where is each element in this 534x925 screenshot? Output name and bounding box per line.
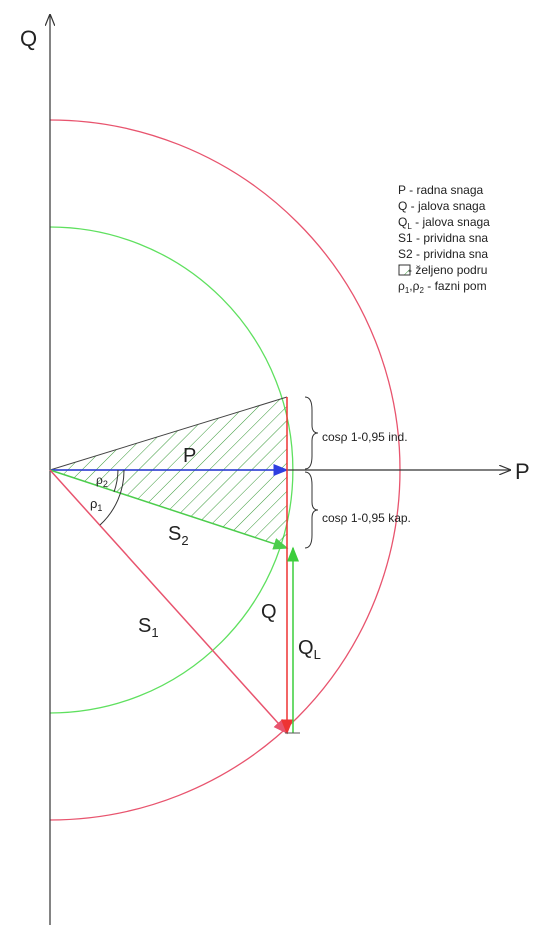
text-part: Q — [398, 199, 407, 213]
text-part: Q — [398, 215, 407, 229]
legend-item: - željeno podru — [408, 263, 487, 277]
text-part: - prividna sna — [413, 247, 489, 261]
text-part: S2 — [398, 247, 413, 261]
q-label: Q — [261, 601, 277, 623]
text-part: ,ρ — [409, 279, 419, 293]
legend-item: ρ1,ρ2 - fazni pom — [398, 279, 487, 295]
text-part: - jalova snaga — [412, 215, 490, 229]
legend: P - radna snaga Q - jalova snaga QL - ja… — [398, 183, 490, 295]
rho1-main: ρ — [90, 496, 97, 511]
s1-sub: 1 — [151, 625, 158, 640]
rho2-sub: 2 — [103, 479, 108, 489]
s1-label: S1 — [138, 615, 159, 640]
legend-item: QL - jalova snaga — [398, 215, 490, 231]
text-part: L — [407, 222, 412, 231]
legend-item: P - radna snaga — [398, 183, 484, 197]
brace-ind — [304, 396, 319, 470]
legend-item: S1 - prividna sna — [398, 231, 488, 245]
kap-label: cosρ 1-0,95 kap. — [322, 511, 411, 525]
text-part: P — [398, 183, 406, 197]
rho1-sub: 1 — [97, 503, 102, 513]
text-part: 1 — [405, 286, 410, 295]
text-part: 2 — [419, 286, 424, 295]
p-axis-label: P — [515, 459, 530, 484]
text-part: - prividna sna — [413, 231, 489, 245]
text-part: - fazni pom — [424, 279, 487, 293]
s2-sub: 2 — [181, 533, 188, 548]
legend-item: Q - jalova snaga — [398, 199, 486, 213]
rho2-label: ρ2 — [96, 473, 108, 489]
rho1-label: ρ1 — [90, 496, 102, 513]
text-part: S1 — [398, 231, 413, 245]
text-part: ρ — [398, 279, 405, 293]
p-label: P — [183, 445, 196, 467]
ql-label: QL — [298, 637, 321, 662]
text-part: - željeno podru — [408, 263, 487, 277]
ind-label: cosρ 1-0,95 ind. — [322, 430, 408, 444]
text-part: - jalova snaga — [407, 199, 485, 213]
brace-kap — [304, 471, 319, 549]
s2-vector — [49, 469, 289, 550]
ql-main: Q — [298, 637, 314, 659]
s2-main: S — [168, 523, 181, 545]
ql-sub: L — [314, 647, 321, 662]
s2-label: S2 — [168, 523, 189, 548]
s1-vector — [49, 469, 289, 735]
q-axis-label: Q — [20, 26, 37, 51]
desired-region — [50, 397, 287, 548]
text-part: - radna snaga — [406, 183, 484, 197]
ind-boundary — [49, 396, 288, 471]
rho2-main: ρ — [96, 473, 103, 487]
rho2-arc — [113, 469, 119, 493]
legend-item: S2 - prividna sna — [398, 247, 488, 261]
s1-main: S — [138, 615, 151, 637]
rho1-arc — [99, 469, 125, 526]
hatch-icon — [398, 264, 411, 276]
